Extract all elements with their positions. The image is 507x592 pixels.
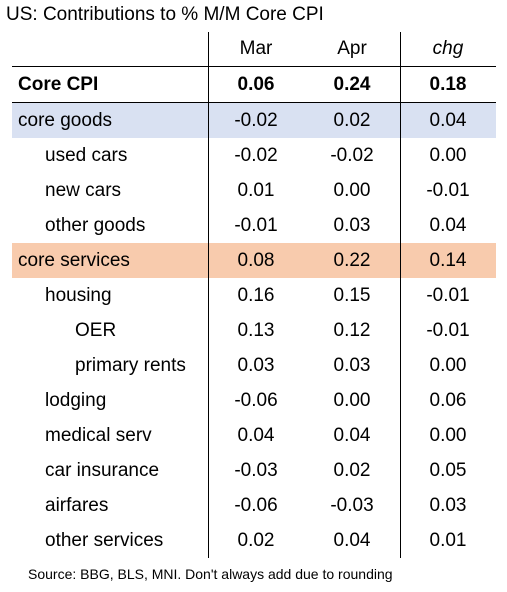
apr-value: 0.12 xyxy=(333,319,371,341)
header-mar: Mar xyxy=(239,38,273,59)
table-row-core-goods: core goods -0.02 0.02 0.04 xyxy=(12,103,496,138)
source-note: Source: BBG, BLS, MNI. Don't always add … xyxy=(28,566,393,582)
apr-value: 0.00 xyxy=(333,179,371,201)
chg-value: 0.05 xyxy=(429,459,467,481)
mar-value: -0.03 xyxy=(234,459,278,481)
chg-value: -0.01 xyxy=(426,179,470,201)
chg-value: 0.00 xyxy=(429,424,467,446)
apr-value: 0.02 xyxy=(333,109,371,131)
mar-value: 0.16 xyxy=(237,284,275,306)
apr-value: 0.03 xyxy=(333,214,371,236)
header-row: Mar Apr chg xyxy=(12,32,496,67)
row-label: new cars xyxy=(45,179,122,201)
apr-value: 0.24 xyxy=(333,73,371,95)
apr-value: 0.22 xyxy=(333,249,371,271)
mar-value: -0.06 xyxy=(234,389,278,411)
chg-value: 0.03 xyxy=(429,494,467,516)
table-row-new-cars: new cars 0.01 0.00 -0.01 xyxy=(12,173,496,208)
column-divider-left xyxy=(208,32,209,558)
mar-value: 0.01 xyxy=(237,179,275,201)
mar-value: -0.02 xyxy=(234,144,278,166)
chg-value: 0.04 xyxy=(429,214,467,236)
header-apr: Apr xyxy=(337,38,367,59)
apr-value: -0.03 xyxy=(330,494,374,516)
mar-value: 0.06 xyxy=(237,73,275,95)
chg-value: 0.14 xyxy=(429,249,467,271)
table-row-primary-rents: primary rents 0.03 0.03 0.00 xyxy=(12,348,496,383)
chg-value: -0.01 xyxy=(426,284,470,306)
mar-value: 0.02 xyxy=(237,529,275,551)
mar-value: -0.06 xyxy=(234,494,278,516)
chg-value: -0.01 xyxy=(426,319,470,341)
table-row-core-cpi: Core CPI 0.06 0.24 0.18 xyxy=(12,67,496,103)
cpi-contributions-table: Mar Apr chg Core CPI 0.06 0.24 0.18 core… xyxy=(12,32,496,558)
chg-value: 0.00 xyxy=(429,354,467,376)
apr-value: -0.02 xyxy=(330,144,374,166)
row-label: Core CPI xyxy=(18,73,99,95)
row-label: airfares xyxy=(45,494,109,516)
apr-value: 0.04 xyxy=(333,424,371,446)
table-row-used-cars: used cars -0.02 -0.02 0.00 xyxy=(12,138,496,173)
row-label: other services xyxy=(45,529,164,551)
chg-value: 0.06 xyxy=(429,389,467,411)
column-divider-right xyxy=(400,32,401,558)
apr-value: 0.04 xyxy=(333,529,371,551)
mar-value: 0.13 xyxy=(237,319,275,341)
mar-value: 0.08 xyxy=(237,249,275,271)
row-label: OER xyxy=(75,319,117,341)
table-row-airfares: airfares -0.06 -0.03 0.03 xyxy=(12,488,496,523)
apr-value: 0.03 xyxy=(333,354,371,376)
mar-value: -0.01 xyxy=(234,214,278,236)
row-label: lodging xyxy=(45,389,107,411)
mar-value: 0.04 xyxy=(237,424,275,446)
chg-value: 0.01 xyxy=(429,529,467,551)
table-title: US: Contributions to % M/M Core CPI xyxy=(6,4,324,25)
row-label: core goods xyxy=(18,109,113,131)
chg-value: 0.18 xyxy=(429,73,467,95)
table-row-core-services: core services 0.08 0.22 0.14 xyxy=(12,243,496,278)
header-chg: chg xyxy=(432,38,464,59)
row-label: used cars xyxy=(45,144,128,166)
chg-value: 0.00 xyxy=(429,144,467,166)
apr-value: 0.02 xyxy=(333,459,371,481)
mar-value: 0.03 xyxy=(237,354,275,376)
row-label: housing xyxy=(45,284,112,306)
mar-value: -0.02 xyxy=(234,109,278,131)
table-row-lodging: lodging -0.06 0.00 0.06 xyxy=(12,383,496,418)
table-row-oer: OER 0.13 0.12 -0.01 xyxy=(12,313,496,348)
row-label: other goods xyxy=(45,214,146,236)
row-label: core services xyxy=(18,249,130,271)
apr-value: 0.15 xyxy=(333,284,371,306)
row-label: primary rents xyxy=(75,354,186,376)
table-row-housing: housing 0.16 0.15 -0.01 xyxy=(12,278,496,313)
table-row-other-services: other services 0.02 0.04 0.01 xyxy=(12,523,496,558)
apr-value: 0.00 xyxy=(333,389,371,411)
chg-value: 0.04 xyxy=(429,109,467,131)
row-label: medical serv xyxy=(45,424,152,446)
table-row-medical-serv: medical serv 0.04 0.04 0.00 xyxy=(12,418,496,453)
table-row-car-insurance: car insurance -0.03 0.02 0.05 xyxy=(12,453,496,488)
table-row-other-goods: other goods -0.01 0.03 0.04 xyxy=(12,208,496,243)
row-label: car insurance xyxy=(45,459,160,481)
